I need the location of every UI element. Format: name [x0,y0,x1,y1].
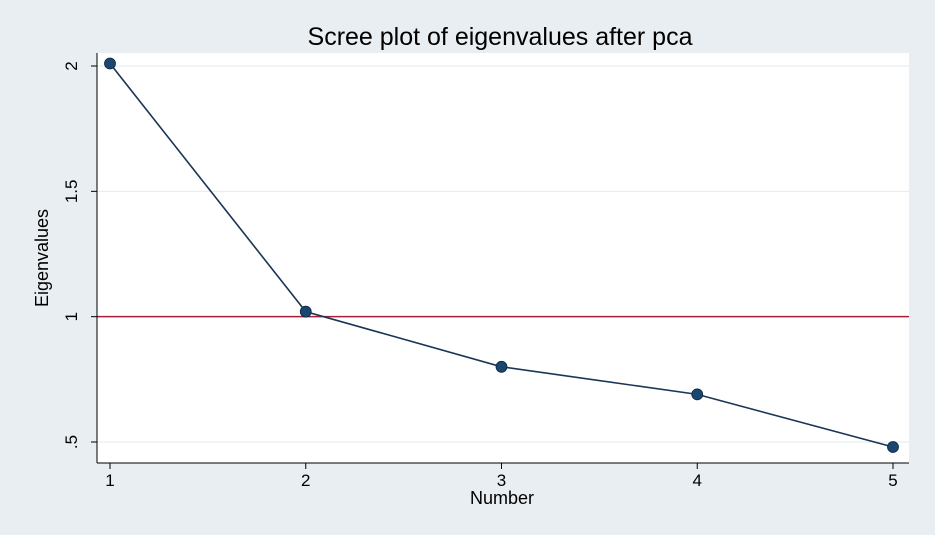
axes [96,53,909,464]
data-point [691,388,704,401]
plot-area [97,53,909,463]
data-point [299,305,312,318]
series-eigenvalues [104,57,899,453]
x-axis-label: Number [470,488,534,508]
chart-title: Scree plot of eigenvalues after pca [308,23,693,51]
x-ticks: 1 2 3 4 5 [105,463,898,490]
x-tick-label: 4 [693,471,702,490]
y-tick-label: 2 [62,61,81,70]
x-tick-label: 5 [888,471,897,490]
gridlines [97,65,909,443]
x-tick-label: 1 [105,471,114,490]
y-ticks: .5 1 1.5 2 [62,61,97,449]
y-tick-label: 1.5 [62,180,81,204]
x-tick-label: 2 [301,471,310,490]
y-tick-label: 1 [62,312,81,321]
x-tick-label: 3 [497,471,506,490]
data-point [104,57,116,70]
data-point [495,360,508,373]
y-tick-label: .5 [62,435,81,449]
data-point [887,441,899,453]
y-axis-label: Eigenvalues [32,209,52,307]
